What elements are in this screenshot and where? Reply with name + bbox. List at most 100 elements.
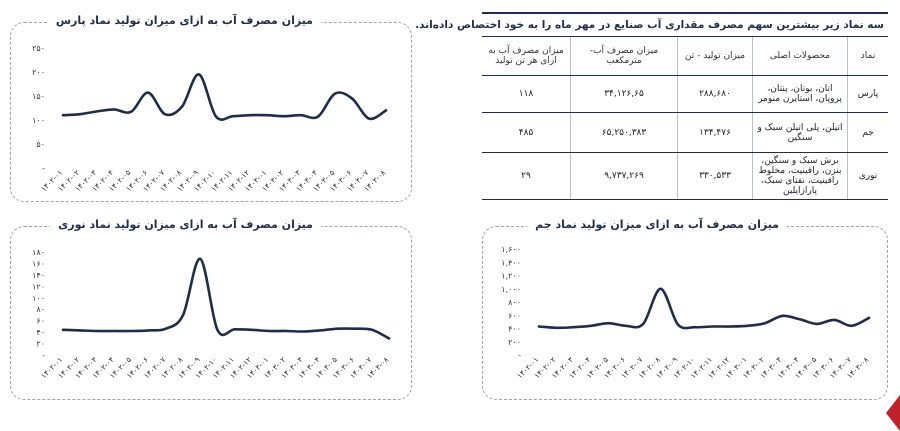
data-point	[815, 322, 819, 326]
data-point	[282, 114, 286, 118]
data-point	[780, 314, 784, 318]
y-tick-label: ۱۶۰	[32, 259, 45, 268]
y-tick-label: ۱۰۰	[32, 294, 45, 303]
header-per-ton: میزان مصرف آب به ازای هر تن تولید	[482, 37, 571, 76]
table-row: پارس اتان، بوتان، پنتان، پروپان، استایرن…	[482, 75, 888, 113]
data-point	[265, 114, 269, 117]
y-tick-label: ۱۰۰	[32, 116, 45, 125]
data-point	[333, 92, 337, 95]
y-tick-label: ۱۲۰	[32, 282, 45, 291]
data-point	[180, 105, 184, 108]
cell-per-ton: ۱۱۸	[482, 75, 571, 113]
data-point	[113, 329, 116, 333]
corner-accent-triangle	[886, 395, 900, 431]
chart-panel-jam: میزان مصرف آب به ازای میزان تولید نماد ج…	[482, 218, 888, 400]
data-point	[164, 327, 168, 330]
chart-title-pars: میزان مصرف آب به ازای میزان تولید نماد پ…	[47, 14, 321, 27]
data-point	[95, 110, 99, 113]
y-tick-label: ۸۰۰	[508, 298, 521, 307]
chart-panel-nouri: میزان مصرف آب به ازای میزان تولید نماد ن…	[10, 218, 412, 400]
y-tick-label: ۱,۲۰۰	[501, 272, 521, 281]
data-point	[231, 114, 235, 118]
data-point	[537, 325, 541, 328]
chart-title-nouri: میزان مصرف آب به ازای میزان تولید نماد ن…	[50, 218, 321, 231]
data-point	[146, 91, 150, 94]
data-point	[78, 113, 82, 116]
data-point	[299, 114, 303, 117]
y-tick-label: ۸۰	[36, 305, 45, 314]
y-tick-label: ۱۴۰	[32, 271, 45, 280]
table-row: جم اتیلن، پلی اتیلن سبک و سنگین ۱۳۴,۴۷۶ …	[482, 112, 888, 153]
data-point	[96, 329, 99, 333]
data-point	[642, 322, 645, 326]
y-tick-label: ۲۰۰	[32, 68, 45, 77]
data-point	[181, 313, 185, 317]
data-point	[61, 328, 65, 332]
data-point	[659, 287, 662, 290]
data-point	[867, 316, 871, 320]
y-tick-label: ۱,۶۰۰	[501, 245, 521, 254]
cell-production: ۳۳۰,۵۳۳	[677, 152, 753, 200]
cell-production: ۱۳۴,۴۷۶	[677, 112, 753, 153]
header-water: میزان مصرف آب- مترمکعب	[570, 37, 678, 76]
cell-products: اتیلن، پلی اتیلن سبک و سنگین	[752, 112, 848, 153]
water-consumption-table-block: سه نماد زیر بیشترین سهم مصرف مقداری آب ص…	[415, 12, 888, 200]
y-tick-label: ۱,۰۰۰	[501, 285, 521, 294]
chart-title-jam: میزان مصرف آب به ازای میزان تولید نماد ج…	[527, 218, 787, 231]
chart-panel-pars: میزان مصرف آب به ازای میزان تولید نماد پ…	[10, 14, 412, 202]
data-point	[763, 322, 766, 325]
cell-per-ton: ۲۹	[482, 152, 571, 200]
data-point	[197, 73, 201, 76]
data-point	[250, 328, 253, 332]
data-point	[694, 325, 697, 329]
data-point	[78, 329, 82, 332]
table-row: نوری برش سبک و سنگین، بنزن، رافینیت، مخل…	[482, 152, 888, 200]
cell-symbol: پارس	[847, 75, 888, 113]
line-chart-pars: ۲۵۰۲۰۰۱۵۰۱۰۰۵۰-۱۴۰۲-۰۱۱۴۰۲-۰۲۱۴۰۲-۰۳۱۴۰۲…	[32, 44, 388, 193]
data-point	[350, 97, 354, 100]
cell-products: برش سبک و سنگین، بنزن، رافینیت، مخلوط را…	[752, 152, 848, 200]
data-point	[384, 109, 388, 112]
y-tick-label: -	[42, 164, 45, 173]
data-point	[589, 324, 593, 328]
cell-production: ۲۸۸,۶۸۰	[677, 75, 753, 113]
y-tick-label: ۴۰	[36, 328, 45, 337]
data-point	[387, 337, 391, 340]
data-point	[61, 114, 65, 117]
data-point	[336, 327, 339, 330]
table-title: سه نماد زیر بیشترین سهم مصرف مقداری آب ص…	[415, 14, 888, 37]
series-line	[61, 73, 388, 121]
data-point	[370, 328, 374, 332]
cell-water: ۹,۷۳۷,۲۶۹	[570, 152, 678, 200]
data-point	[319, 329, 322, 332]
data-point	[267, 329, 271, 333]
data-point	[248, 114, 252, 117]
data-point	[555, 326, 558, 330]
data-point	[316, 115, 320, 118]
series-line	[537, 287, 871, 330]
y-tick-label: ۴۰۰	[508, 325, 521, 334]
data-point	[367, 117, 371, 120]
data-point	[130, 329, 133, 333]
y-tick-label: ۱۸۰	[32, 248, 45, 257]
cell-per-ton: ۴۸۵	[482, 112, 571, 153]
y-tick-label: ۲۰	[36, 340, 45, 349]
cell-symbol: نوری	[847, 152, 888, 200]
header-production: میزان تولید - تن	[677, 37, 753, 76]
y-tick-label: -	[518, 351, 521, 360]
data-point	[112, 108, 116, 111]
water-consumption-table: نماد محصولات اصلی میزان تولید - تن میزان…	[482, 37, 888, 200]
data-point	[129, 110, 133, 114]
data-point	[233, 328, 236, 331]
data-point	[284, 329, 288, 333]
y-tick-label: -	[42, 351, 45, 360]
data-point	[711, 325, 714, 328]
data-point	[728, 325, 732, 328]
y-tick-label: ۱,۴۰۰	[501, 258, 521, 267]
series-line	[61, 257, 391, 340]
y-tick-label: ۵۰	[36, 140, 45, 149]
cell-symbol: جم	[847, 112, 888, 153]
data-point	[850, 324, 853, 328]
cell-products: اتان، بوتان، پنتان، پروپان، استایرن منوم…	[752, 75, 848, 113]
data-point	[163, 113, 167, 116]
